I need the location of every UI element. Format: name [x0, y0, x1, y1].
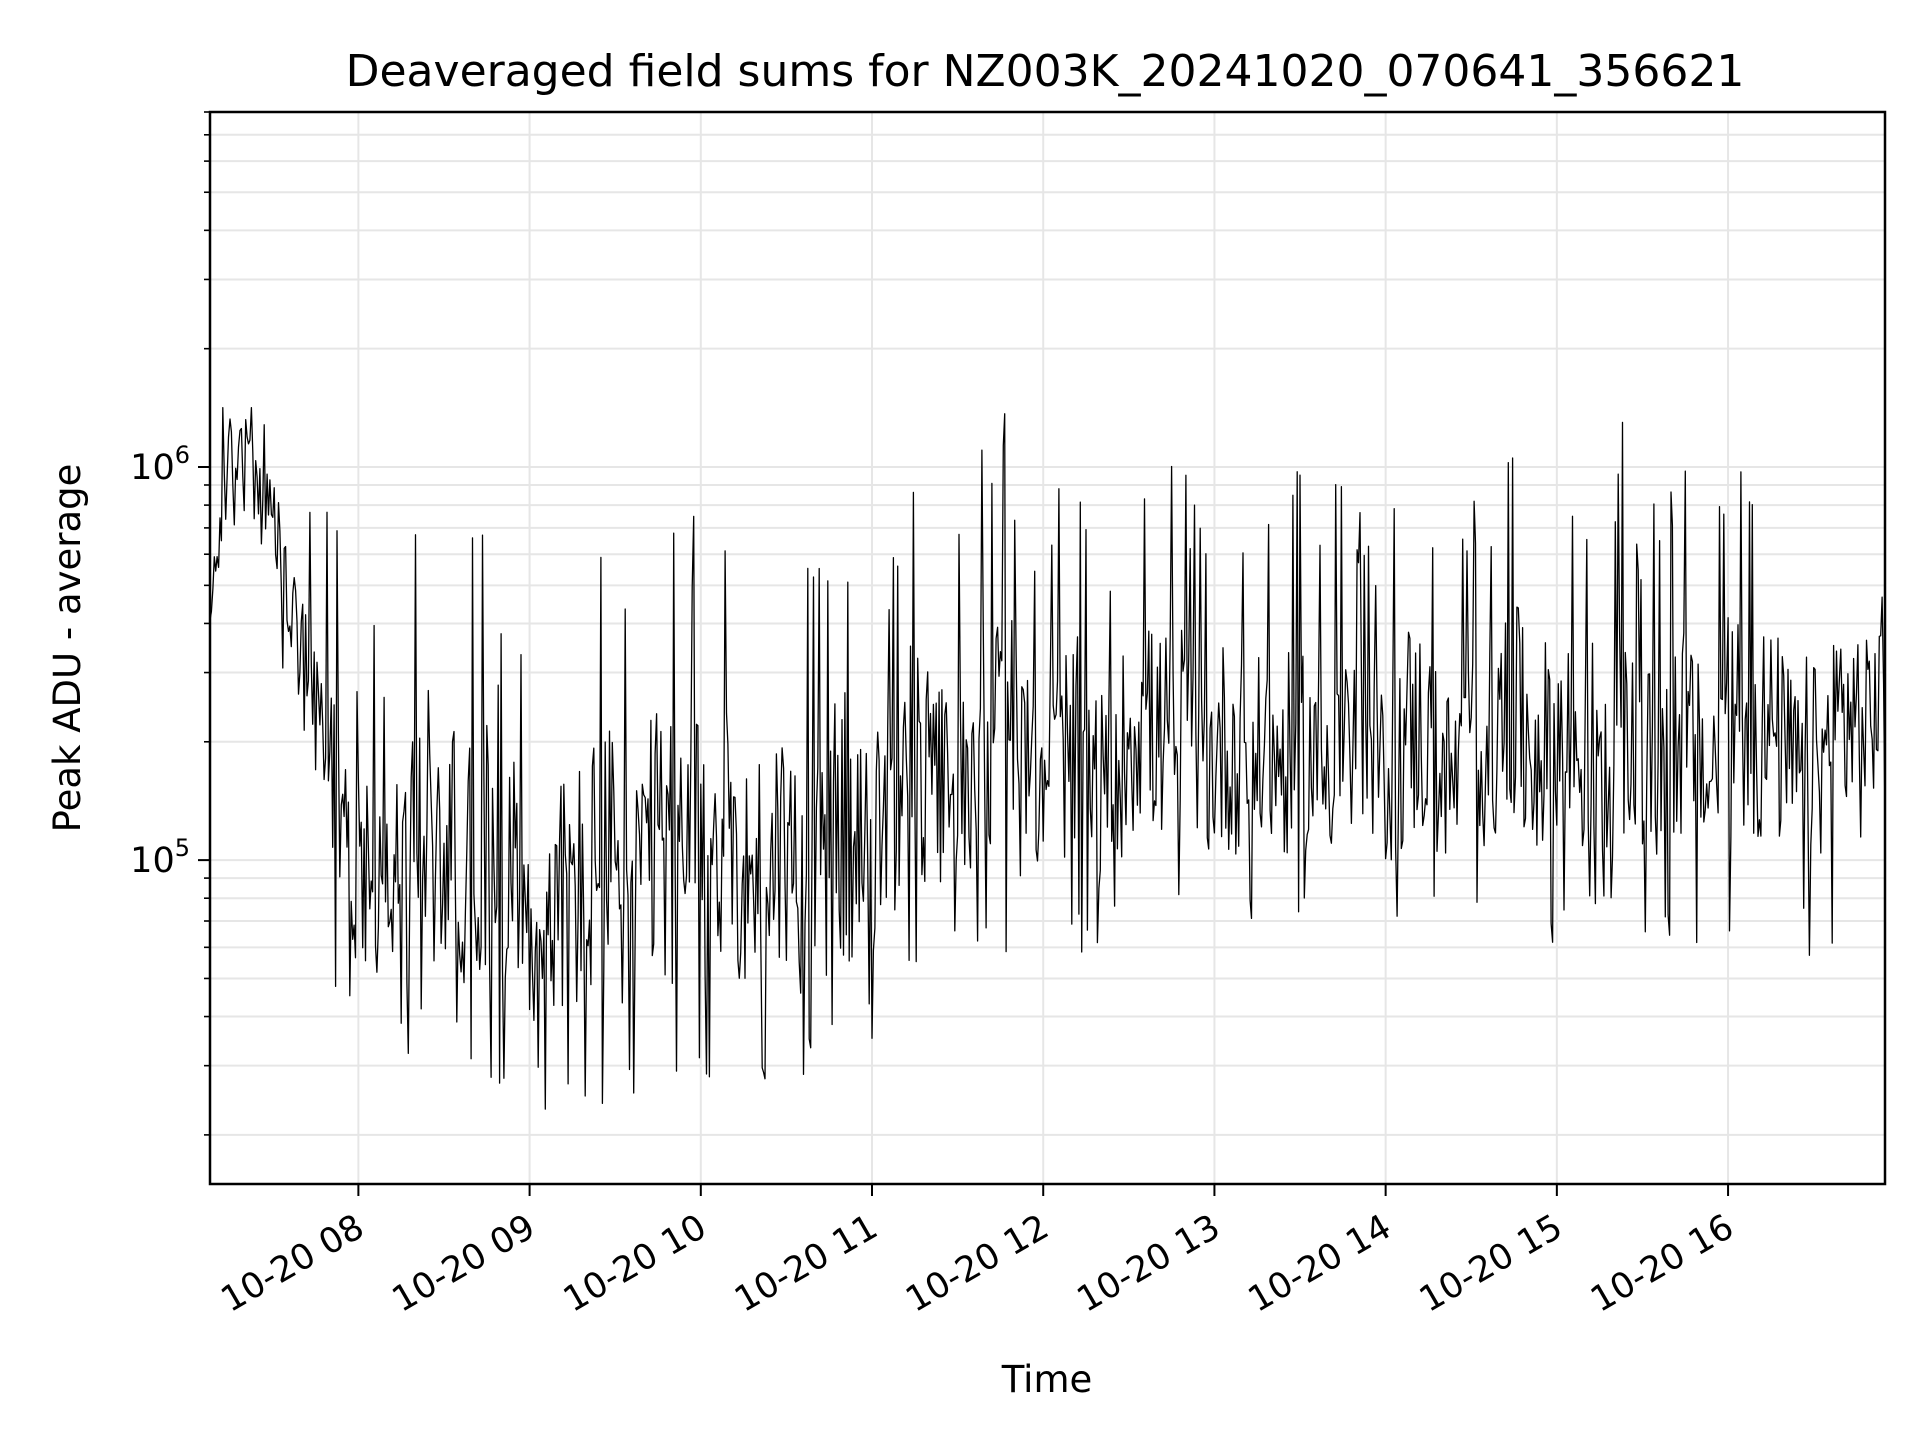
y-axis-label: Peak ADU - average — [46, 464, 89, 833]
major-grid — [210, 112, 1885, 1184]
y-tick-exponent: 6 — [175, 441, 190, 469]
y-tick-base: 10 — [130, 841, 175, 881]
minor-grid — [210, 111, 1885, 1136]
plot-frame — [208, 110, 1887, 1186]
x-axis-label: Time — [1001, 1358, 1093, 1401]
series-line-0 — [209, 406, 1886, 1110]
plot-area — [210, 112, 1885, 1184]
y-tick-exponent: 5 — [175, 834, 190, 862]
y-tick-label: 105 — [130, 834, 190, 881]
y-tick-label: 106 — [130, 441, 190, 488]
axis-ticks — [198, 111, 1730, 1196]
series-layer — [209, 406, 1886, 1110]
chart-title: Deaveraged field sums for NZ003K_2024102… — [346, 46, 1745, 97]
y-tick-base: 10 — [130, 448, 175, 488]
